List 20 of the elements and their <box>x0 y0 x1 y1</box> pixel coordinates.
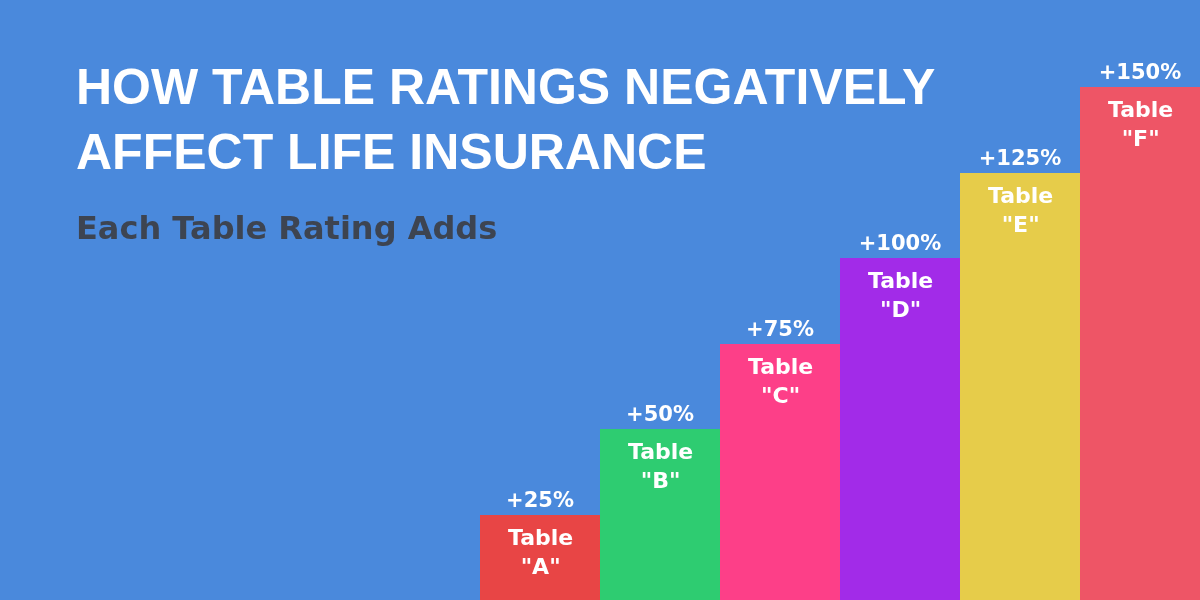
bar <box>480 515 600 600</box>
chart-title: HOW TABLE RATINGS NEGATIVELY AFFECT LIFE INSURANCE <box>76 59 936 180</box>
x-tick-label: Table "B" <box>628 439 694 493</box>
data-label: +150% <box>1098 60 1182 84</box>
bar <box>960 173 1080 600</box>
data-label: +75% <box>746 317 814 341</box>
data-label: +125% <box>978 146 1062 170</box>
bar <box>720 344 840 600</box>
data-label: +50% <box>626 402 694 426</box>
x-tick-label: Table "E" <box>988 183 1054 237</box>
x-tick-label: Table "F" <box>1108 97 1174 151</box>
bar <box>600 429 720 600</box>
data-label: +25% <box>506 488 574 512</box>
bar <box>1080 87 1200 600</box>
x-tick-label: Table "C" <box>748 354 814 408</box>
text: Each Table Rating Adds <box>76 209 498 247</box>
x-tick-label: Table "D" <box>868 268 934 322</box>
data-label: +100% <box>858 231 942 255</box>
bar <box>840 258 960 600</box>
x-tick-label: Table "A" <box>508 525 574 579</box>
